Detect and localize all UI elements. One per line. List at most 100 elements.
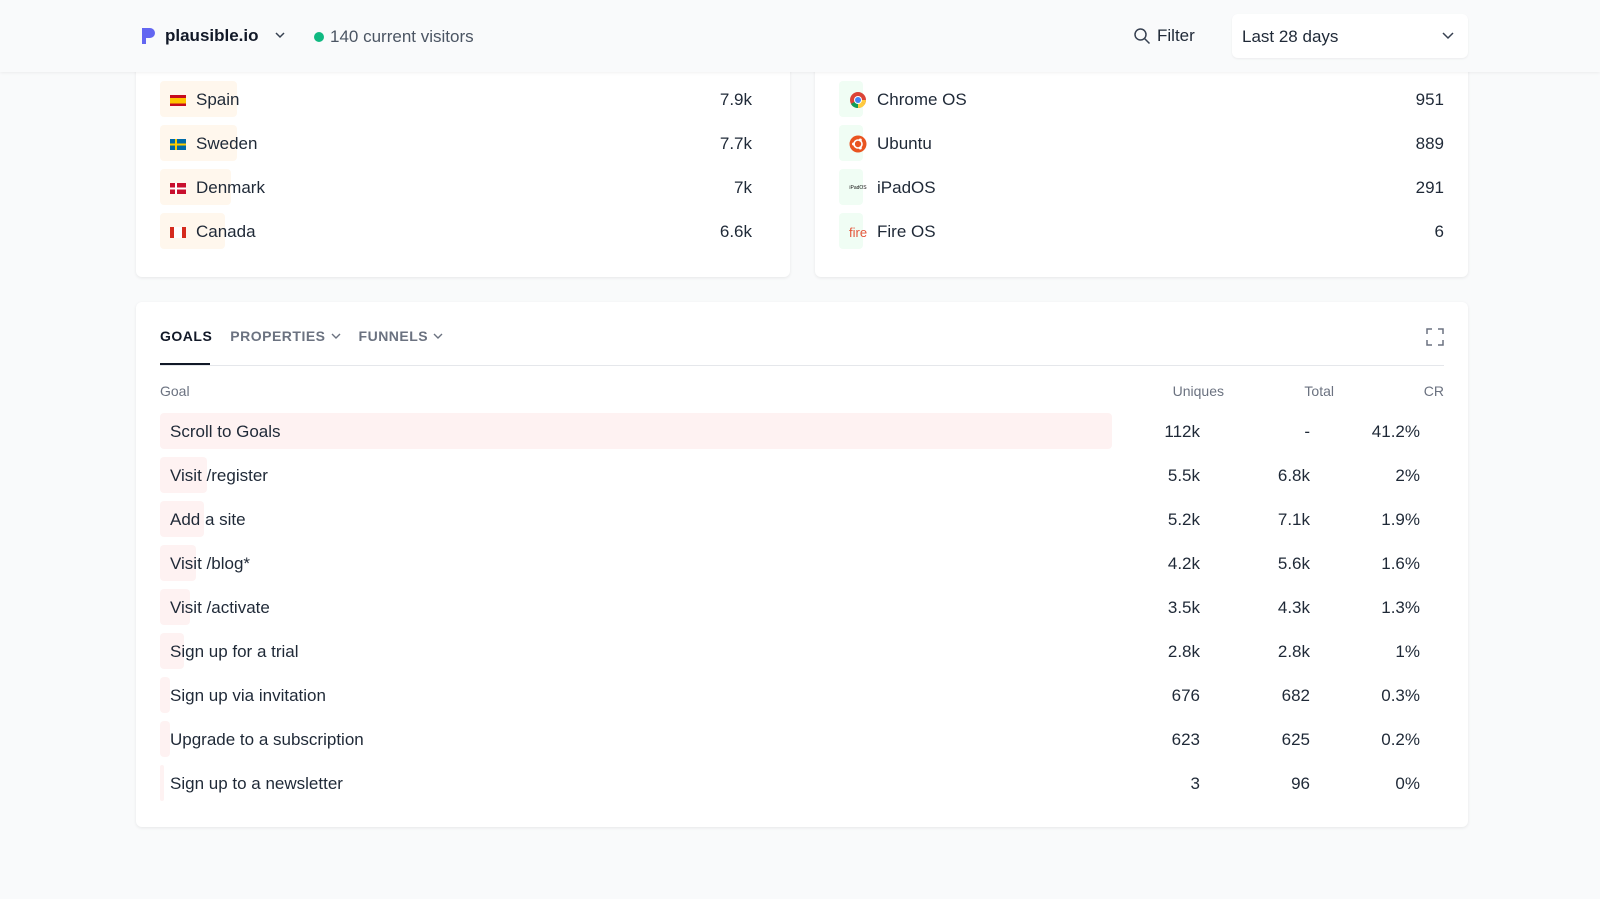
ipados-icon: iPadOS: [849, 185, 867, 191]
current-visitors[interactable]: 140 current visitors: [314, 27, 474, 47]
column-uniques[interactable]: Uniques: [1172, 383, 1224, 399]
goal-cr: 0%: [1395, 774, 1420, 793]
os-row[interactable]: Ubuntu 889: [839, 125, 1444, 161]
goal-row[interactable]: Sign up for a trial 2.8k 2.8k 1%: [160, 633, 1420, 669]
filter-button[interactable]: Filter: [1133, 26, 1195, 46]
os-row[interactable]: iPadOS iPadOS 291: [839, 169, 1444, 205]
site-switcher[interactable]: plausible.io: [165, 26, 259, 45]
column-cr[interactable]: CR: [1423, 383, 1444, 399]
filter-label: Filter: [1157, 26, 1195, 45]
os-visitors: 951: [1415, 90, 1444, 109]
chevron-down-icon[interactable]: [275, 30, 285, 40]
goal-bar: [160, 677, 170, 713]
goal-bar: [160, 633, 184, 669]
os-name: Fire OS: [877, 222, 936, 241]
tab-properties[interactable]: PROPERTIES: [230, 328, 341, 344]
column-goal: Goal: [160, 383, 190, 399]
goal-name: Visit /register: [170, 466, 268, 485]
country-row[interactable]: Canada 6.6k: [160, 213, 752, 249]
goals-card: GOALS PROPERTIES FUNNELS Goal Uniques To…: [136, 302, 1468, 827]
chevron-down-icon: [433, 333, 443, 339]
country-name: Spain: [196, 90, 240, 109]
goal-name: Sign up to a newsletter: [170, 774, 343, 793]
goal-row[interactable]: Visit /activate 3.5k 4.3k 1.3%: [160, 589, 1420, 625]
flag-ca-icon: [170, 226, 186, 238]
active-tab-indicator: [160, 363, 210, 365]
goal-uniques: 623: [1171, 730, 1200, 749]
goal-name: Sign up via invitation: [170, 686, 326, 705]
country-visitors: 7.9k: [719, 90, 752, 109]
goal-name: Visit /blog*: [170, 554, 251, 573]
goal-uniques: 4.2k: [1167, 554, 1200, 573]
country-name: Sweden: [196, 134, 258, 153]
os-bar: [839, 213, 864, 249]
tab-goals[interactable]: GOALS: [160, 328, 213, 344]
goal-row[interactable]: Visit /register 5.5k 6.8k 2%: [160, 457, 1420, 493]
tab-funnels-label: FUNNELS: [358, 328, 429, 344]
goal-cr: 0.3%: [1381, 686, 1420, 705]
goal-row[interactable]: Sign up via invitation 676 682 0.3%: [160, 677, 1420, 713]
os-row[interactable]: fire Fire OS 6: [839, 213, 1444, 249]
goal-bar: [160, 545, 197, 581]
goal-uniques: 5.2k: [1167, 510, 1200, 529]
column-total[interactable]: Total: [1304, 383, 1334, 399]
goal-row[interactable]: Visit /blog* 4.2k 5.6k 1.6%: [160, 545, 1420, 581]
tab-funnels[interactable]: FUNNELS: [359, 328, 444, 344]
goal-bar: [160, 589, 190, 625]
flag-dk-icon: [170, 182, 186, 194]
flag-se-icon: [170, 138, 186, 150]
goal-bar: [160, 501, 204, 537]
live-dot-icon: [314, 32, 324, 42]
country-visitors: 6.6k: [719, 222, 752, 241]
goal-uniques: 3: [1190, 774, 1200, 793]
ubuntu-icon: [849, 135, 867, 153]
goal-total: 5.6k: [1277, 554, 1310, 573]
goal-row[interactable]: Upgrade to a subscription 623 625 0.2%: [160, 721, 1420, 757]
os-name: Ubuntu: [877, 134, 932, 153]
plausible-logo-icon: [142, 28, 155, 44]
goal-total: -: [1304, 422, 1310, 441]
goals-tabs: GOALS PROPERTIES FUNNELS: [160, 328, 443, 344]
country-row[interactable]: Denmark 7k: [160, 169, 752, 205]
goal-name: Scroll to Goals: [170, 422, 281, 441]
os-visitors: 889: [1415, 134, 1444, 153]
goal-total: 625: [1281, 730, 1310, 749]
goal-name: Upgrade to a subscription: [170, 730, 364, 749]
goal-uniques: 3.5k: [1167, 598, 1200, 617]
current-visitors-label: 140 current visitors: [330, 27, 474, 46]
goal-total: 7.1k: [1277, 510, 1310, 529]
goal-cr: 41.2%: [1371, 422, 1420, 441]
chevron-down-icon: [1442, 32, 1454, 40]
goal-row[interactable]: Sign up to a newsletter 3 96 0%: [160, 765, 1420, 801]
goal-uniques: 112k: [1164, 422, 1200, 441]
goal-total: 4.3k: [1277, 598, 1310, 617]
goal-cr: 0.2%: [1381, 730, 1420, 749]
goal-uniques: 5.5k: [1167, 466, 1200, 485]
goal-row[interactable]: Scroll to Goals 112k - 41.2%: [160, 413, 1420, 449]
period-picker[interactable]: Last 28 days: [1232, 14, 1468, 58]
period-label: Last 28 days: [1242, 27, 1339, 46]
country-name: Canada: [196, 222, 256, 241]
goal-total: 2.8k: [1277, 642, 1310, 661]
os-visitors: 291: [1415, 178, 1444, 197]
country-name: Denmark: [196, 178, 265, 197]
country-row[interactable]: Sweden 7.7k: [160, 125, 752, 161]
goal-name: Sign up for a trial: [170, 642, 299, 661]
goal-row[interactable]: Add a site 5.2k 7.1k 1.9%: [160, 501, 1420, 537]
goal-cr: 2%: [1395, 466, 1420, 485]
country-visitors: 7.7k: [719, 134, 752, 153]
os-row[interactable]: Chrome OS 951: [839, 81, 1444, 117]
country-row[interactable]: Spain 7.9k: [160, 81, 752, 117]
expand-icon[interactable]: [1426, 328, 1444, 346]
goal-bar: [160, 765, 164, 801]
os-name: Chrome OS: [877, 90, 967, 109]
flag-es-icon: [170, 94, 186, 106]
goal-bar: [160, 721, 170, 757]
chevron-down-icon: [331, 333, 341, 339]
goal-uniques: 676: [1171, 686, 1200, 705]
os-name: iPadOS: [877, 178, 936, 197]
search-icon: [1134, 28, 1151, 45]
tab-properties-label: PROPERTIES: [230, 328, 326, 344]
goal-cr: 1%: [1395, 642, 1420, 661]
goal-cr: 1.3%: [1381, 598, 1420, 617]
